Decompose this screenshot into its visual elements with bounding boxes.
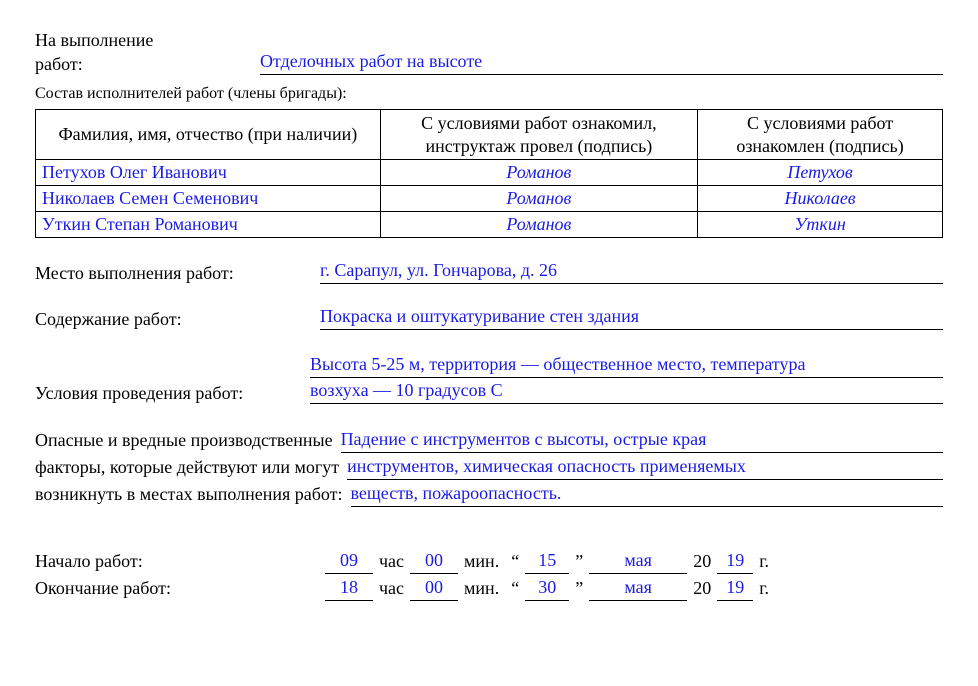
year-suffix-1: г. xyxy=(753,548,775,574)
year-prefix-2: 20 xyxy=(687,575,717,601)
hazards-value-l2: инструментов, химическая опасность приме… xyxy=(347,453,943,480)
table-row: Уткин Степан РомановичРомановУткин xyxy=(36,212,943,238)
hazards-label-l1: Опасные и вредные производственные xyxy=(35,427,341,453)
worker-name: Николаев Семен Семенович xyxy=(36,186,381,212)
conditions-row: Условия проведения работ: Высота 5-25 м,… xyxy=(35,352,943,404)
quote-close-2: ” xyxy=(569,575,589,601)
conditions-value-line2: возхуха — 10 градусов С xyxy=(310,378,943,404)
unit-hour-2: час xyxy=(373,575,410,601)
briefed-by-signature: Романов xyxy=(380,212,697,238)
end-month: мая xyxy=(589,574,687,601)
conditions-value-line1: Высота 5-25 м, территория — общественное… xyxy=(310,352,943,378)
quote-open-2: “ xyxy=(505,575,525,601)
conditions-label: Условия проведения работ: xyxy=(35,383,310,404)
time-block: Начало работ: 09 час 00 мин. “ 15 ” мая … xyxy=(35,547,943,601)
worker-name: Уткин Степан Романович xyxy=(36,212,381,238)
table-header-row: Фамилия, имя, отчество (при наличии) С у… xyxy=(36,110,943,160)
hazards-block: Опасные и вредные производственные Паден… xyxy=(35,426,943,507)
content-label: Содержание работ: xyxy=(35,309,320,330)
quote-close-1: ” xyxy=(569,548,589,574)
worker-signature: Петухов xyxy=(698,160,943,186)
hazards-label-l2: факторы, которые действуют или могут xyxy=(35,454,347,480)
hazards-value-l3: веществ, пожароопасность. xyxy=(351,480,943,507)
start-row: Начало работ: 09 час 00 мин. “ 15 ” мая … xyxy=(35,547,943,574)
worker-name: Петухов Олег Иванович xyxy=(36,160,381,186)
start-label: Начало работ: xyxy=(35,548,325,574)
place-value: г. Сарапул, ул. Гончарова, д. 26 xyxy=(320,260,943,284)
quote-open-1: “ xyxy=(505,548,525,574)
place-row: Место выполнения работ: г. Сарапул, ул. … xyxy=(35,260,943,284)
end-day: 30 xyxy=(525,574,569,601)
worker-signature: Николаев xyxy=(698,186,943,212)
start-yy: 19 xyxy=(717,547,753,574)
header-value: Отделочных работ на высоте xyxy=(260,51,943,75)
header-label-line2: работ: xyxy=(35,54,260,75)
end-label: Окончание работ: xyxy=(35,575,325,601)
table-header-col1: Фамилия, имя, отчество (при наличии) xyxy=(36,110,381,160)
header-block: На выполнение работ: Отделочных работ на… xyxy=(35,30,943,75)
team-note: Состав исполнителей работ (члены бригады… xyxy=(35,85,943,103)
end-hour: 18 xyxy=(325,574,373,601)
unit-hour-1: час xyxy=(373,548,410,574)
start-min: 00 xyxy=(410,547,458,574)
content-row: Содержание работ: Покраска и оштукатурив… xyxy=(35,306,943,330)
end-min: 00 xyxy=(410,574,458,601)
start-month: мая xyxy=(589,547,687,574)
unit-min-1: мин. xyxy=(458,548,505,574)
table-row: Николаев Семен СеменовичРомановНиколаев xyxy=(36,186,943,212)
table-header-col3: С условиями работ ознакомлен (подпись) xyxy=(698,110,943,160)
hazards-value-l1: Падение с инструментов с высоты, острые … xyxy=(341,426,943,453)
header-label-line1: На выполнение xyxy=(35,30,943,51)
end-row: Окончание работ: 18 час 00 мин. “ 30 ” м… xyxy=(35,574,943,601)
end-yy: 19 xyxy=(717,574,753,601)
content-value: Покраска и оштукатуривание стен здания xyxy=(320,306,943,330)
workers-table: Фамилия, имя, отчество (при наличии) С у… xyxy=(35,109,943,238)
briefed-by-signature: Романов xyxy=(380,186,697,212)
start-day: 15 xyxy=(525,547,569,574)
unit-min-2: мин. xyxy=(458,575,505,601)
table-header-col2: С условиями работ ознакомил, инструктаж … xyxy=(380,110,697,160)
hazards-label-l3: возникнуть в местах выполнения работ: xyxy=(35,481,351,507)
year-suffix-2: г. xyxy=(753,575,775,601)
briefed-by-signature: Романов xyxy=(380,160,697,186)
start-hour: 09 xyxy=(325,547,373,574)
worker-signature: Уткин xyxy=(698,212,943,238)
place-label: Место выполнения работ: xyxy=(35,263,320,284)
table-row: Петухов Олег ИвановичРомановПетухов xyxy=(36,160,943,186)
year-prefix-1: 20 xyxy=(687,548,717,574)
